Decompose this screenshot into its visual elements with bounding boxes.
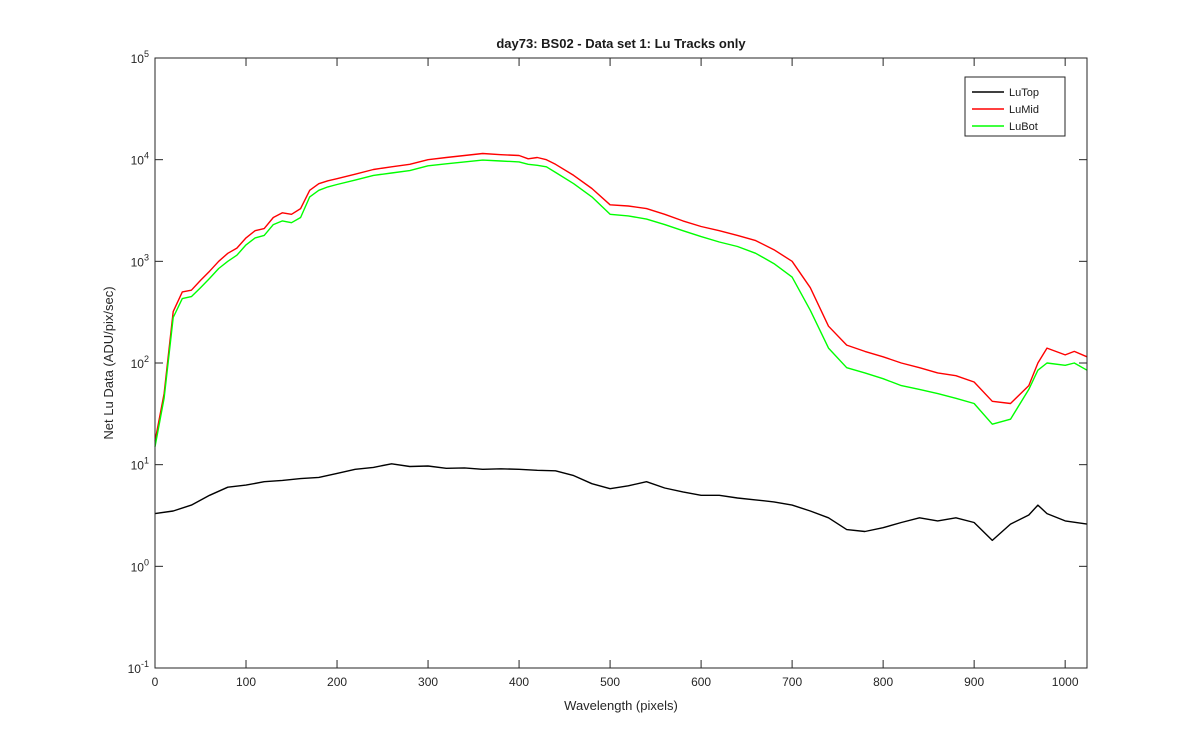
chart-title: day73: BS02 - Data set 1: Lu Tracks only bbox=[496, 36, 746, 51]
x-tick-label: 0 bbox=[152, 675, 159, 689]
y-tick-label: 104 bbox=[131, 151, 149, 168]
axes-background bbox=[155, 58, 1087, 668]
series-line-lumid bbox=[154, 152, 1088, 442]
x-tick-label: 100 bbox=[236, 675, 256, 689]
x-tick-label: 400 bbox=[509, 675, 529, 689]
x-axis-label: Wavelength (pixels) bbox=[564, 698, 678, 713]
y-tick-label: 101 bbox=[131, 456, 149, 473]
y-tick-label: 105 bbox=[131, 49, 149, 66]
plot-area: 0 100 200 300 400 500 600 700 800 900 1000 10-1 100… bbox=[128, 49, 1088, 689]
series-layer bbox=[154, 152, 1088, 542]
x-tick-label: 800 bbox=[873, 675, 893, 689]
series-line-lubot bbox=[154, 159, 1088, 447]
x-axis: 0 100 200 300 400 500 600 700 800 900 1000 bbox=[152, 58, 1079, 689]
series-line-lutop bbox=[154, 463, 1088, 542]
x-tick-label: 900 bbox=[964, 675, 984, 689]
y-tick-label: 102 bbox=[131, 354, 149, 371]
legend-label-lumid: LuMid bbox=[1009, 104, 1039, 116]
x-tick-label: 600 bbox=[691, 675, 711, 689]
y-axis-label: Net Lu Data (ADU/pix/sec) bbox=[101, 286, 116, 439]
y-tick-label: 103 bbox=[131, 252, 149, 269]
x-tick-label: 300 bbox=[418, 675, 438, 689]
x-tick-label: 700 bbox=[782, 675, 802, 689]
y-tick-label: 100 bbox=[131, 557, 149, 574]
x-tick-label: 200 bbox=[327, 675, 347, 689]
legend: LuTop LuMid LuBot bbox=[964, 76, 1066, 137]
legend-label-lubot: LuBot bbox=[1009, 121, 1038, 133]
x-tick-label: 1000 bbox=[1052, 675, 1079, 689]
y-axis: 10-1 100 101 102 103 104 105 bbox=[128, 49, 1087, 676]
legend-label-lutop: LuTop bbox=[1009, 87, 1039, 99]
y-tick-label: 10-1 bbox=[128, 659, 149, 676]
x-tick-label: 500 bbox=[600, 675, 620, 689]
